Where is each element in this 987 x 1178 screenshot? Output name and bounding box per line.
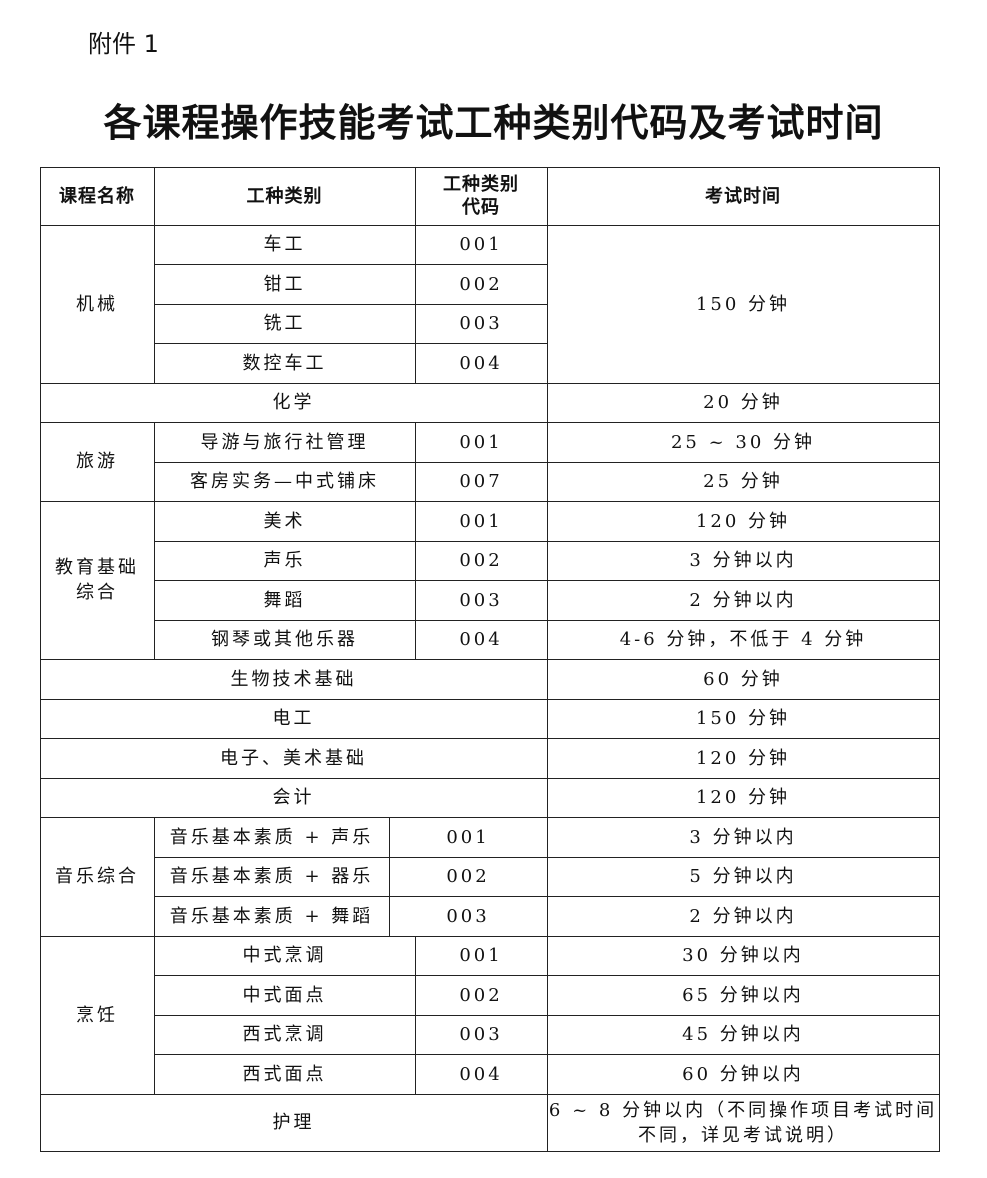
job-type: 中式面点 [153,974,416,1016]
exam-time: 120 分钟 [546,777,940,818]
job-type: 舞蹈 [153,579,416,621]
job-code: 004 [414,1053,548,1095]
course-name: 生物技术基础 [39,658,548,700]
job-code: 001 [414,500,548,542]
exam-time: 65 分钟以内 [546,974,940,1016]
job-code: 002 [414,263,548,305]
course-name: 音乐综合 [39,816,155,937]
course-name: 电子、美术基础 [39,737,548,779]
job-type: 钳工 [153,263,416,305]
job-type: 西式面点 [153,1053,416,1095]
header-code: 工种类别 代码 [414,166,548,226]
job-type: 西式烹调 [153,1014,416,1055]
exam-time: 6 ~ 8 分钟以内（不同操作项目考试时间 不同，详见考试说明） [546,1093,940,1152]
exam-time: 2 分钟以内 [546,579,940,621]
course-name: 化学 [39,382,548,423]
job-code: 003 [414,1014,548,1055]
course-name: 烹饪 [39,935,155,1095]
course-name: 会计 [39,777,548,818]
job-type: 车工 [153,224,416,265]
job-type: 数控车工 [153,342,416,384]
job-type: 音乐基本素质 + 声乐 [153,816,390,858]
attachment-label: 附件 1 [88,30,159,58]
job-code: 004 [414,342,548,384]
job-type: 声乐 [153,540,416,581]
exam-time: 120 分钟 [546,737,940,779]
exam-time: 3 分钟以内 [546,816,940,858]
job-code: 003 [414,303,548,344]
course-name: 教育基础 综合 [39,500,155,660]
job-code: 002 [414,540,548,581]
course-name: 护理 [39,1093,548,1152]
job-type: 钢琴或其他乐器 [153,619,416,660]
exam-time: 150 分钟 [546,698,940,739]
job-code: 003 [414,579,548,621]
exam-time: 25 分钟 [546,461,940,502]
exam-time: 3 分钟以内 [546,540,940,581]
course-name: 旅游 [39,421,155,502]
exam-time: 30 分钟以内 [546,935,940,976]
job-code: 001 [414,935,548,976]
exam-time: 120 分钟 [546,500,940,542]
exam-time: 60 分钟 [546,658,940,700]
exam-time: 4-6 分钟，不低于 4 分钟 [546,619,940,660]
job-code: 003 [388,895,548,937]
job-type: 铣工 [153,303,416,344]
exam-time: 5 分钟以内 [546,856,940,897]
job-code: 002 [388,856,548,897]
exam-time: 45 分钟以内 [546,1014,940,1055]
job-code: 001 [414,224,548,265]
job-type: 美术 [153,500,416,542]
job-code: 002 [414,974,548,1016]
exam-time: 20 分钟 [546,382,940,423]
job-code: 001 [388,816,548,858]
course-name: 电工 [39,698,548,739]
exam-time: 60 分钟以内 [546,1053,940,1095]
job-type: 中式烹调 [153,935,416,976]
course-name: 机械 [39,224,155,384]
job-code: 004 [414,619,548,660]
job-code: 007 [414,461,548,502]
job-type: 音乐基本素质 + 舞蹈 [153,895,390,937]
job-type: 音乐基本素质 + 器乐 [153,856,390,897]
exam-time: 2 分钟以内 [546,895,940,937]
job-type: 导游与旅行社管理 [153,421,416,463]
job-code: 001 [414,421,548,463]
exam-time: 150 分钟 [546,224,940,384]
page-title: 各课程操作技能考试工种类别代码及考试时间 [103,100,884,145]
header-course: 课程名称 [39,166,155,226]
job-type: 客房实务—中式铺床 [153,461,416,502]
header-type: 工种类别 [153,166,416,226]
header-time: 考试时间 [546,166,940,226]
exam-time: 25 ~ 30 分钟 [546,421,940,463]
